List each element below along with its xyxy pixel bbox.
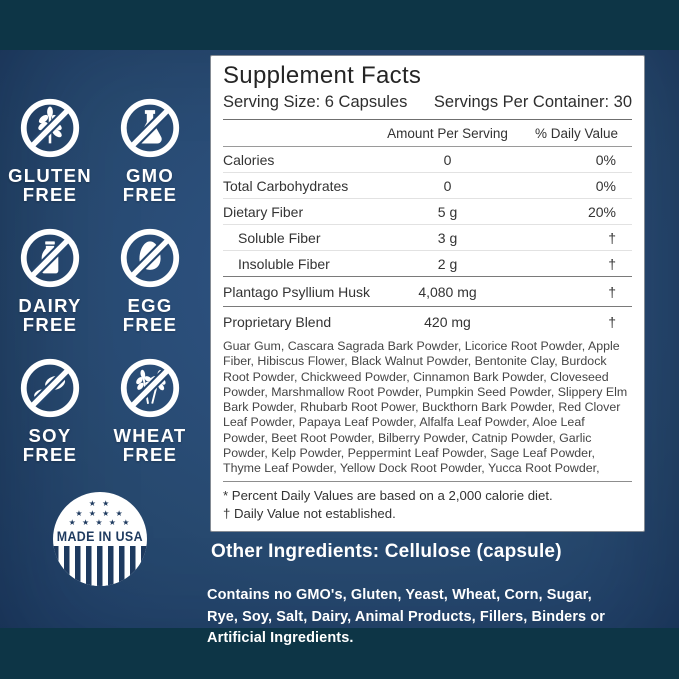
row-label: Total Carbohydrates: [223, 177, 349, 194]
footnote-dagger: † Daily Value not established.: [223, 506, 396, 521]
supplement-facts-panel: Supplement Facts Serving Size: 6 Capsule…: [210, 55, 645, 532]
header-daily-value: % Daily Value: [534, 126, 618, 141]
row-label: Proprietary Blend: [223, 313, 332, 330]
flask-crossed-icon: [118, 96, 182, 160]
badge-dairy-free: DAIRY FREE: [0, 226, 100, 334]
panel-title: Supplement Facts: [223, 62, 422, 89]
badge-label-line2: FREE: [122, 184, 178, 205]
badge-gluten-free: GLUTEN FREE: [0, 96, 100, 204]
serving-line: Serving Size: 6 Capsules Servings Per Co…: [223, 92, 632, 112]
badge-egg-free: EGG FREE: [100, 226, 200, 334]
proprietary-blend-ingredients: Guar Gum, Cascara Sagrada Bark Powder, L…: [223, 339, 628, 477]
badge-label-line1: EGG: [127, 295, 173, 316]
row-daily-value: 20%: [587, 203, 616, 220]
row-amount: 5 g: [437, 203, 458, 220]
row-label: Plantago Psyllium Husk: [223, 283, 371, 300]
milk-bottle-crossed-icon: [18, 226, 82, 290]
badge-label-line2: FREE: [22, 184, 78, 205]
row-amount: 0: [443, 151, 452, 168]
row-amount: 4,080 mg: [418, 283, 477, 300]
table-row: Insoluble Fiber 2 g †: [223, 250, 632, 276]
badge-label-line1: GLUTEN: [8, 165, 92, 186]
free-from-badges: GLUTEN FREE GMO FREE: [0, 96, 200, 464]
badge-label-line2: FREE: [122, 444, 178, 465]
flag-stripes-icon: [53, 545, 147, 586]
row-amount: 0: [443, 177, 452, 194]
footnotes: * Percent Daily Values are based on a 2,…: [223, 481, 632, 523]
table-row: Total Carbohydrates 0 0%: [223, 172, 632, 198]
badge-label-line1: GMO: [125, 165, 175, 186]
table-row: Soluble Fiber 3 g †: [223, 224, 632, 250]
table-row: Proprietary Blend 420 mg †: [223, 306, 632, 336]
egg-crossed-icon: [118, 226, 182, 290]
row-daily-value: †: [608, 255, 616, 272]
row-label: Soluble Fiber: [238, 229, 321, 246]
row-daily-value: †: [608, 283, 616, 300]
badge-wheat-free: WHEAT FREE: [100, 356, 200, 464]
top-dark-band: [0, 0, 679, 50]
row-daily-value: 0%: [595, 151, 616, 168]
wheat-crossed-icon: [18, 96, 82, 160]
table-row: Dietary Fiber 5 g 20%: [223, 198, 632, 224]
other-ingredients-text: Other Ingredients: Cellulose (capsule): [211, 541, 562, 562]
row-label: Insoluble Fiber: [238, 255, 330, 272]
header-amount-per-serving: Amount Per Serving: [387, 126, 508, 141]
bottom-dark-band: [0, 628, 679, 679]
row-amount: 3 g: [437, 229, 458, 246]
badge-label-line1: DAIRY: [18, 295, 82, 316]
serving-size: Serving Size: 6 Capsules: [223, 93, 408, 111]
badge-label-line2: FREE: [22, 444, 78, 465]
table-row: Calories 0 0%: [223, 147, 632, 172]
row-label: Dietary Fiber: [223, 203, 304, 220]
stars-row-icon: ★ ★: [88, 499, 112, 508]
stars-row-icon: ★ ★ ★ ★: [75, 508, 125, 518]
badge-gmo-free: GMO FREE: [100, 96, 200, 204]
badge-label-line2: FREE: [122, 314, 178, 335]
row-daily-value: †: [608, 229, 616, 246]
row-daily-value: 0%: [595, 177, 616, 194]
contains-no-disclaimer: Contains no GMO's, Gluten, Yeast, Wheat,…: [207, 587, 606, 646]
row-amount: 420 mg: [424, 313, 471, 330]
divider: [223, 119, 632, 120]
row-daily-value: †: [608, 313, 616, 330]
table-header-row: Amount Per Serving % Daily Value: [223, 120, 632, 147]
row-amount: 2 g: [437, 255, 458, 272]
stars-row-icon: ★ ★ ★ ★ ★: [68, 518, 132, 527]
table-row: Plantago Psyllium Husk 4,080 mg †: [223, 276, 632, 306]
badge-soy-free: SOY FREE: [0, 356, 100, 464]
row-label: Calories: [223, 151, 275, 168]
badge-label-line1: WHEAT: [113, 425, 187, 446]
badge-label-line2: FREE: [22, 314, 78, 335]
footnote-daily-values: * Percent Daily Values are based on a 2,…: [223, 488, 553, 503]
soybean-crossed-icon: [18, 356, 82, 420]
servings-per-container: Servings Per Container: 30: [433, 93, 632, 111]
made-in-usa-stamp: ★ ★ ★ ★ ★ ★ ★ ★ ★ ★ ★ MADE IN USA: [53, 492, 147, 586]
made-in-usa-label: MADE IN USA: [56, 528, 144, 544]
badge-label-line1: SOY: [28, 425, 72, 446]
wheat-stalks-crossed-icon: [118, 356, 182, 420]
